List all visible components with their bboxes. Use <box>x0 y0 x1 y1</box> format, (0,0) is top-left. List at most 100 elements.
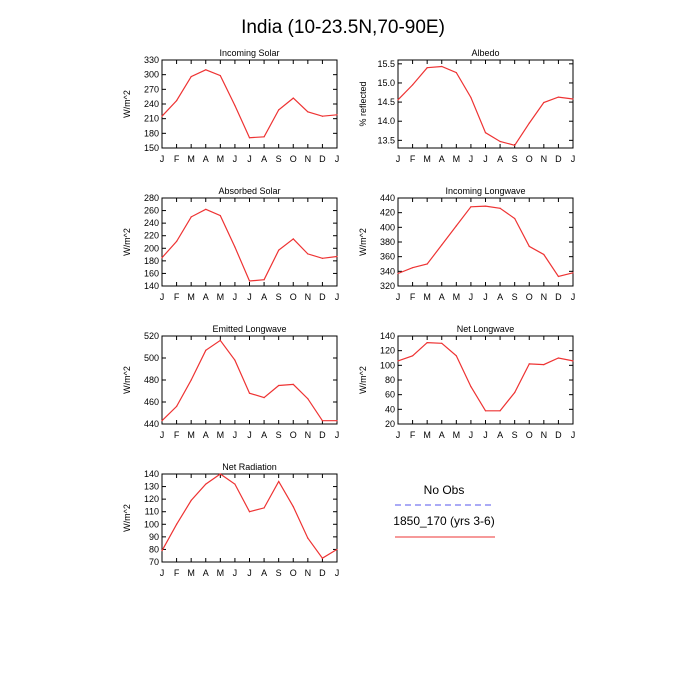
data-point <box>263 279 265 281</box>
y-axis-label: W/m^2 <box>122 366 132 394</box>
x-tick-label: A <box>203 154 209 164</box>
x-tick-label: J <box>335 292 340 302</box>
x-tick-label: M <box>217 430 225 440</box>
data-point <box>205 208 207 210</box>
data-point <box>219 215 221 217</box>
legend-label-no-obs: No Obs <box>424 483 465 497</box>
y-tick-label: 440 <box>380 193 395 203</box>
x-tick-label: M <box>187 154 195 164</box>
x-tick-label: N <box>305 154 312 164</box>
data-point <box>190 216 192 218</box>
data-point <box>470 96 472 99</box>
data-point <box>161 550 163 552</box>
data-point <box>278 249 280 251</box>
data-point <box>397 272 399 275</box>
y-tick-label: 60 <box>385 390 395 400</box>
y-axis-label: % reflected <box>358 81 368 126</box>
x-tick-label: F <box>174 292 180 302</box>
data-point <box>248 280 251 282</box>
x-tick-label: J <box>335 430 340 440</box>
data-point <box>205 483 207 485</box>
data-point <box>411 355 414 357</box>
x-tick-label: O <box>290 292 297 302</box>
x-tick-label: J <box>469 292 474 302</box>
data-point <box>441 244 443 246</box>
x-tick-label: A <box>261 154 267 164</box>
data-point <box>307 253 309 255</box>
y-tick-label: 200 <box>144 243 159 253</box>
x-tick-label: A <box>497 430 503 440</box>
x-tick-label: A <box>261 430 267 440</box>
panel-incoming-solar: Incoming Solar W/m^2 150 180 210 240 270 300 330… <box>122 48 339 164</box>
y-tick-label: 320 <box>380 281 395 291</box>
y-tick-label: 420 <box>380 208 395 218</box>
x-tick-label: J <box>233 154 238 164</box>
plot-frame <box>161 473 338 563</box>
y-tick-label: 460 <box>144 397 159 407</box>
y-tick-label: 400 <box>380 222 395 232</box>
x-tick-label: S <box>276 430 282 440</box>
data-point <box>161 420 163 422</box>
x-tick-label: F <box>174 430 180 440</box>
x-tick-label: M <box>423 430 431 440</box>
data-point <box>205 349 207 351</box>
data-point <box>321 115 324 117</box>
panel-title: Albedo <box>471 48 499 58</box>
panel-title: Emitted Longwave <box>212 324 286 334</box>
x-tick-label: J <box>160 430 165 440</box>
series-line <box>397 341 574 412</box>
x-tick-label: J <box>160 154 165 164</box>
x-tick-label: J <box>160 292 165 302</box>
x-tick-label: F <box>174 154 180 164</box>
y-tick-label: 15.0 <box>377 78 395 88</box>
y-tick-label: 160 <box>144 268 159 278</box>
data-point <box>234 359 236 361</box>
x-tick-label: O <box>526 292 533 302</box>
data-point <box>397 99 399 101</box>
y-tick-label: 240 <box>144 218 159 228</box>
x-tick-label: M <box>453 292 461 302</box>
plot-frame <box>397 197 574 287</box>
data-point <box>426 263 428 265</box>
data-point <box>161 257 163 259</box>
data-point <box>175 99 178 102</box>
data-point <box>455 355 457 357</box>
y-tick-label: 80 <box>385 375 395 385</box>
panel-net-radiation: Net Radiation W/m^2 70 80 90 100 110 120 130 140 J… <box>122 462 339 578</box>
x-tick-label: J <box>160 568 165 578</box>
y-tick-label: 13.5 <box>377 135 395 145</box>
data-point <box>557 96 560 98</box>
panel-title: Incoming Longwave <box>445 186 525 196</box>
data-point <box>175 523 178 525</box>
data-point <box>528 363 530 365</box>
y-tick-label: 40 <box>385 404 395 414</box>
x-tick-label: D <box>555 154 562 164</box>
y-tick-label: 140 <box>380 331 395 341</box>
y-tick-label: 14.5 <box>377 97 395 107</box>
data-point <box>528 245 530 247</box>
y-tick-label: 14.0 <box>377 116 395 126</box>
x-tick-label: N <box>541 430 548 440</box>
x-tick-label: A <box>439 292 445 302</box>
data-point <box>219 75 221 77</box>
data-point <box>514 144 516 146</box>
x-tick-label: J <box>233 430 238 440</box>
data-point <box>441 342 443 344</box>
data-point <box>234 104 236 107</box>
panel-title: Absorbed Solar <box>218 186 280 196</box>
data-point <box>484 132 487 134</box>
x-tick-label: A <box>497 292 503 302</box>
y-tick-label: 90 <box>149 532 159 542</box>
data-point <box>278 384 280 387</box>
x-tick-label: O <box>526 430 533 440</box>
data-point <box>263 397 265 399</box>
panel-absorbed-solar: Absorbed Solar W/m^2 140 160 180 200 220 240 260… <box>122 186 339 302</box>
data-point <box>426 342 428 344</box>
y-tick-label: 130 <box>144 482 159 492</box>
x-tick-label: J <box>571 430 576 440</box>
panels: Incoming Solar W/m^2 150 180 210 240 270 300 330… <box>122 48 575 578</box>
